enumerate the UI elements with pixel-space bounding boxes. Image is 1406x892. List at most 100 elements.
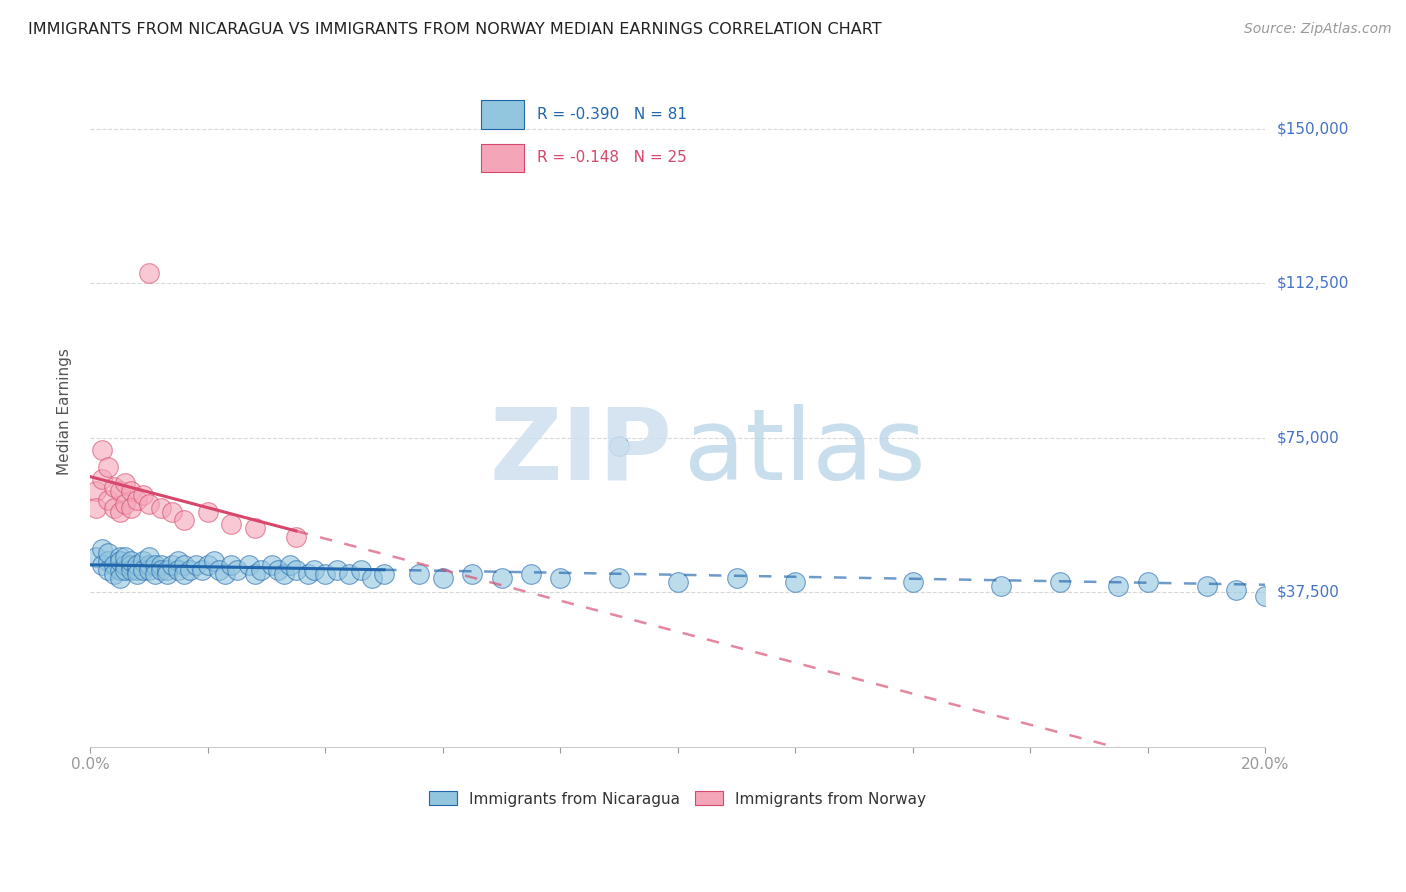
Point <box>91 558 114 573</box>
Point <box>114 563 136 577</box>
Point <box>97 459 120 474</box>
Point <box>184 558 207 573</box>
Point <box>725 571 748 585</box>
Text: $37,500: $37,500 <box>1277 585 1340 599</box>
Point <box>120 554 142 568</box>
Text: $75,000: $75,000 <box>1277 430 1339 445</box>
Point <box>197 505 219 519</box>
Point <box>297 566 319 581</box>
Point <box>138 563 160 577</box>
Point <box>1225 583 1247 598</box>
Point <box>120 500 142 515</box>
Point <box>97 554 120 568</box>
Point <box>108 550 131 565</box>
Point <box>132 563 155 577</box>
Point <box>219 517 242 532</box>
Point <box>179 563 201 577</box>
Point <box>1107 579 1129 593</box>
Point <box>103 480 125 494</box>
Point <box>208 563 231 577</box>
Point <box>432 571 454 585</box>
Point <box>607 439 630 453</box>
Point <box>103 566 125 581</box>
Point <box>108 563 131 577</box>
Point <box>373 566 395 581</box>
Point <box>114 558 136 573</box>
Point <box>149 558 172 573</box>
Point <box>114 550 136 565</box>
Point <box>901 574 924 589</box>
Point <box>120 558 142 573</box>
Point <box>149 563 172 577</box>
Point <box>127 563 149 577</box>
Point <box>173 513 195 527</box>
Point <box>238 558 260 573</box>
Point <box>785 574 807 589</box>
Point <box>97 563 120 577</box>
Point <box>408 566 430 581</box>
Text: ZIP: ZIP <box>489 404 672 500</box>
Point <box>990 579 1012 593</box>
Point <box>132 488 155 502</box>
Point <box>349 563 371 577</box>
Point <box>127 566 149 581</box>
FancyBboxPatch shape <box>481 101 524 128</box>
Point <box>173 558 195 573</box>
Point <box>156 563 179 577</box>
Point <box>120 484 142 499</box>
Point <box>249 563 271 577</box>
Point <box>167 563 190 577</box>
Point <box>337 566 360 581</box>
Point <box>243 566 266 581</box>
Text: R = -0.148   N = 25: R = -0.148 N = 25 <box>537 150 688 165</box>
Text: R = -0.390   N = 81: R = -0.390 N = 81 <box>537 107 688 122</box>
Point <box>138 558 160 573</box>
Point <box>1195 579 1218 593</box>
Point <box>214 566 236 581</box>
Point <box>143 566 166 581</box>
Point <box>84 500 107 515</box>
Point <box>127 558 149 573</box>
Point <box>197 558 219 573</box>
Point <box>143 558 166 573</box>
Point <box>302 563 325 577</box>
Point <box>138 266 160 280</box>
Point <box>326 563 349 577</box>
Text: IMMIGRANTS FROM NICARAGUA VS IMMIGRANTS FROM NORWAY MEDIAN EARNINGS CORRELATION : IMMIGRANTS FROM NICARAGUA VS IMMIGRANTS … <box>28 22 882 37</box>
Point <box>97 546 120 560</box>
Point <box>284 530 307 544</box>
Point <box>314 566 336 581</box>
Point <box>278 558 301 573</box>
Text: $150,000: $150,000 <box>1277 121 1348 136</box>
Point <box>108 505 131 519</box>
Point <box>84 484 107 499</box>
Text: $112,500: $112,500 <box>1277 276 1348 291</box>
Point <box>91 541 114 556</box>
Point <box>132 554 155 568</box>
Point <box>97 492 120 507</box>
Y-axis label: Median Earnings: Median Earnings <box>58 349 72 475</box>
Point <box>91 472 114 486</box>
Point <box>226 563 249 577</box>
Point <box>120 563 142 577</box>
Point <box>243 521 266 535</box>
Point <box>167 554 190 568</box>
Point <box>138 497 160 511</box>
Legend: Immigrants from Nicaragua, Immigrants from Norway: Immigrants from Nicaragua, Immigrants fr… <box>423 785 932 813</box>
Point <box>138 550 160 565</box>
Point <box>202 554 225 568</box>
Point <box>548 571 571 585</box>
Text: Source: ZipAtlas.com: Source: ZipAtlas.com <box>1244 22 1392 37</box>
Point <box>267 563 290 577</box>
Point <box>91 443 114 458</box>
Point <box>114 497 136 511</box>
Point <box>162 505 184 519</box>
Point <box>461 566 484 581</box>
Point <box>149 500 172 515</box>
Point <box>156 566 179 581</box>
Point <box>666 574 689 589</box>
Point <box>361 571 384 585</box>
Point <box>607 571 630 585</box>
Point <box>219 558 242 573</box>
Point <box>491 571 513 585</box>
